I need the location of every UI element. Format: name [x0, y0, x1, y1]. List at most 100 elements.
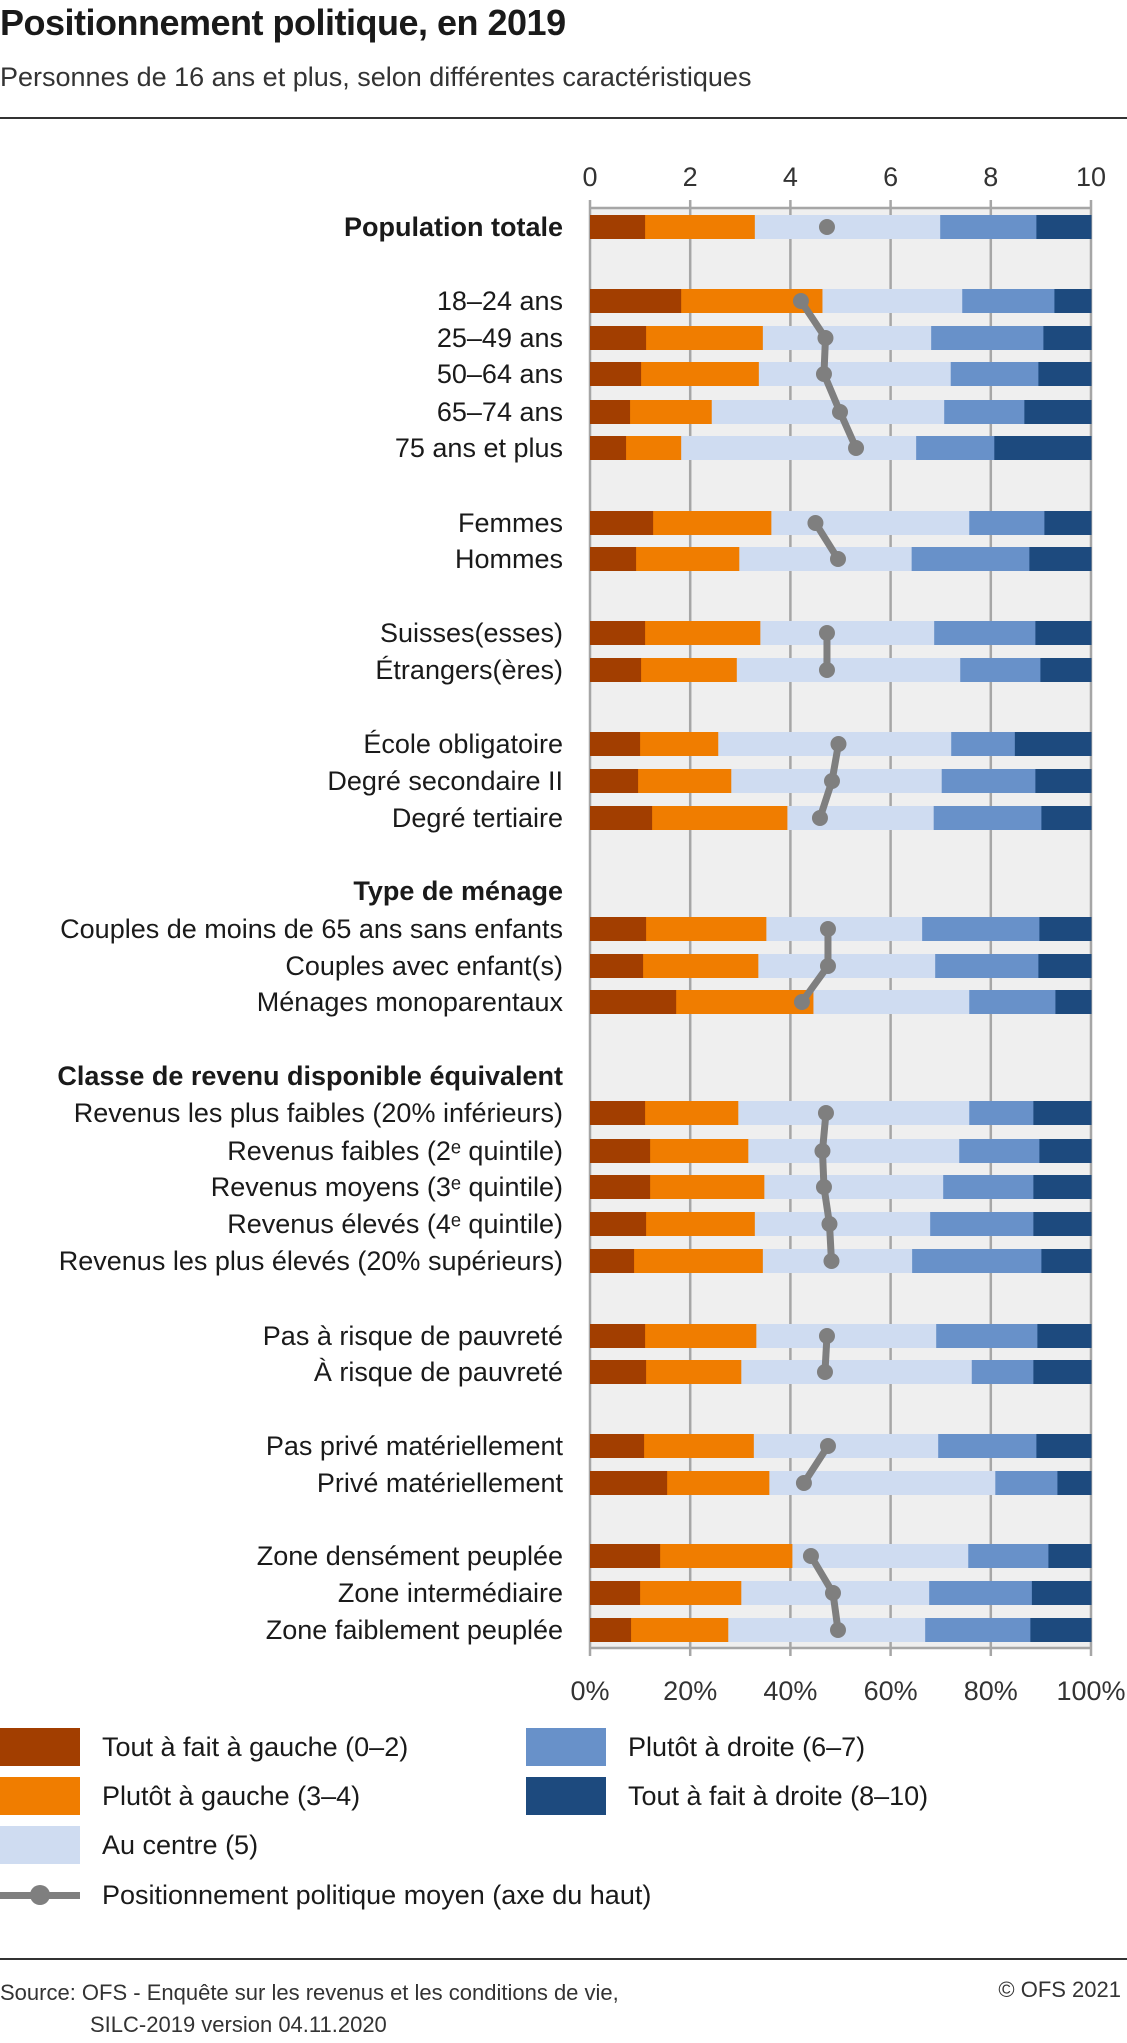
bar-segment [995, 1471, 1058, 1495]
bar-segment [638, 769, 732, 793]
bar-segment [667, 1471, 770, 1495]
bar-segment [590, 732, 641, 756]
bar-segment [813, 990, 970, 1014]
category-label: Zone densément peuplée [257, 1541, 563, 1571]
bar-segment [943, 1175, 1034, 1199]
bar-segment [762, 326, 932, 350]
bar-segment [938, 1434, 1037, 1458]
top-tick-label: 4 [783, 162, 798, 192]
bar-segment [634, 1249, 764, 1273]
legend-label: Plutôt à droite (6–7) [628, 1731, 866, 1762]
category-label: Revenus moyens (3ᵉ quintile) [211, 1172, 563, 1202]
bar-segment [960, 658, 1041, 682]
legend-swatch [526, 1777, 606, 1815]
mean-point [823, 773, 840, 789]
bar-segment [640, 1581, 742, 1605]
source-note: Source: OFS - Enquête sur les revenus et… [0, 1977, 619, 2041]
legend: Tout à fait à gauche (0–2) Plutôt à gauc… [0, 1728, 1127, 1958]
category-label: Revenus élevés (4ᵉ quintile) [227, 1209, 563, 1239]
mean-point [816, 1364, 833, 1380]
bottom-tick-label: 20% [663, 1676, 717, 1706]
legend-item-plutot-gauche: Plutôt à gauche (3–4) [0, 1777, 360, 1815]
bar-segment [934, 621, 1036, 645]
bar-segment [787, 806, 935, 830]
bar-segment [636, 547, 740, 571]
bar-segment [1043, 326, 1092, 350]
legend-label: Positionnement politique moyen (axe du h… [102, 1879, 652, 1910]
bar-segment [590, 1324, 646, 1348]
category-label: Ménages monoparentaux [257, 987, 564, 1017]
bar-segment [650, 1175, 765, 1199]
bar-segment [912, 1249, 1042, 1273]
bar-segment [590, 1139, 651, 1163]
footer-divider [0, 1958, 1127, 1960]
bar-segment [590, 1212, 647, 1236]
bar-segment [1048, 1544, 1092, 1568]
top-tick-label: 10 [1076, 162, 1106, 192]
bottom-tick-label: 60% [864, 1676, 918, 1706]
category-label: Degré tertiaire [392, 803, 563, 833]
category-label: Hommes [455, 544, 563, 574]
bar-segment [1024, 400, 1092, 424]
chart-subtitle: Personnes de 16 ans et plus, selon diffé… [0, 62, 752, 92]
bar-segment [911, 547, 1030, 571]
bar-segment [645, 621, 761, 645]
bar-segment [650, 1139, 749, 1163]
mean-point [831, 404, 848, 420]
mean-point [817, 330, 834, 346]
bar-segment [1039, 1139, 1092, 1163]
bar-segment [681, 436, 917, 460]
bar-segment [641, 658, 738, 682]
bar-segment [951, 732, 1016, 756]
bar-segment [590, 1544, 661, 1568]
bar-segment [590, 362, 642, 386]
bar-segment [1055, 990, 1092, 1014]
category-label: Degré secondaire II [327, 766, 563, 796]
chart-title: Positionnement politique, en 2019 [0, 2, 566, 43]
bar-segment [1014, 732, 1092, 756]
bar-segment [771, 511, 970, 535]
category-label: Femmes [458, 508, 563, 538]
bottom-tick-label: 80% [964, 1676, 1018, 1706]
legend-label: Tout à fait à droite (8–10) [628, 1780, 929, 1811]
bar-segment [1033, 1175, 1092, 1199]
bar-segment [645, 1101, 739, 1125]
mean-point [819, 1438, 836, 1454]
source-line-2: SILC-2019 version 04.11.2020 [90, 2012, 387, 2037]
bar-segment [822, 289, 963, 313]
legend-item-mean: Positionnement politique moyen (axe du h… [0, 1876, 651, 1914]
top-tick-label: 8 [983, 162, 998, 192]
mean-point [823, 1253, 840, 1269]
bar-segment [645, 215, 756, 239]
bar-segment [590, 436, 627, 460]
bar-segment [1038, 954, 1092, 978]
bar-segment [940, 215, 1037, 239]
bar-segment [969, 1101, 1034, 1125]
legend-swatch [526, 1728, 606, 1766]
bar-segment [760, 621, 935, 645]
bar-segment [764, 1175, 944, 1199]
bar-segment [728, 1618, 926, 1642]
bar-segment [1035, 769, 1092, 793]
bar-segment [1037, 1324, 1092, 1348]
bar-segment [590, 990, 677, 1014]
bar-segment [590, 954, 644, 978]
bar-segment [969, 990, 1056, 1014]
top-tick-label: 2 [683, 162, 698, 192]
legend-item-plutot-droite: Plutôt à droite (6–7) [526, 1728, 865, 1766]
bar-segment [962, 289, 1055, 313]
bar-segment [968, 1544, 1049, 1568]
bar-segment [1036, 215, 1092, 239]
bar-segment [631, 1618, 729, 1642]
bar-segment [944, 400, 1025, 424]
mean-point [814, 1143, 831, 1159]
bar-segment [1033, 1360, 1092, 1384]
stacked-bar-chart: 0 2 4 6 8 100% 20% 40% 60% 80% 100%Population tota… [57, 162, 1125, 1706]
legend-item-centre: Au centre (5) [0, 1826, 258, 1864]
bar-segment [925, 1618, 1031, 1642]
category-label: Couples avec enfant(s) [285, 951, 563, 981]
bar-segment [754, 1212, 931, 1236]
group-heading: Classe de revenu disponible équivalent [57, 1061, 563, 1091]
bar-segment [646, 1212, 756, 1236]
bottom-tick-label: 100% [1056, 1676, 1125, 1706]
